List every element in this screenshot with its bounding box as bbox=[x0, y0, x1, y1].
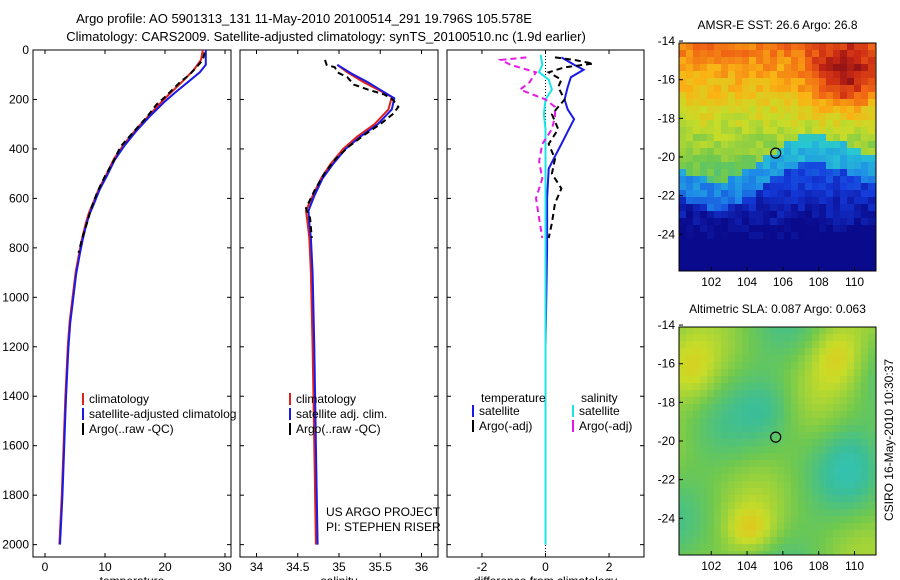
x-tick-label: 106 bbox=[773, 275, 793, 289]
series-line-black bbox=[304, 59, 400, 239]
x-axis-label: temperature bbox=[100, 574, 165, 580]
y-tick-label: -20 bbox=[658, 434, 676, 448]
x-tick-label: 106 bbox=[773, 559, 793, 573]
map-title: AMSR-E SST: 26.6 Argo: 26.8 bbox=[697, 18, 857, 32]
y-tick-label: 1200 bbox=[2, 340, 29, 354]
x-tick-label: 110 bbox=[845, 559, 864, 573]
sst-map-panel: AMSR-E SST: 26.6 Argo: 26.8 102 104 106 108 1… bbox=[658, 18, 900, 289]
x-tick-label: 0 bbox=[42, 560, 49, 574]
x-tick-label: 104 bbox=[737, 275, 757, 289]
y-tick-label: -22 bbox=[658, 473, 676, 487]
y-tick-label: -18 bbox=[658, 111, 676, 125]
sla-map-panel: Altimetric SLA: 0.087 Argo: 0.063 102 104 1… bbox=[658, 302, 900, 573]
y-tick-label: -14 bbox=[658, 34, 676, 48]
argo-float-marker bbox=[770, 147, 782, 159]
x-axis-label: salinity bbox=[321, 574, 358, 580]
legend-label: climatology bbox=[89, 392, 149, 406]
y-tick-label: 600 bbox=[9, 191, 29, 205]
x-tick-label: 30 bbox=[218, 560, 232, 574]
y-tick-label: -22 bbox=[658, 189, 676, 203]
x-tick-label: 35 bbox=[332, 560, 346, 574]
legend-label: Argo(-adj) bbox=[479, 419, 532, 433]
y-tick-label: 1400 bbox=[2, 389, 29, 403]
legend-label: Argo(..raw -QC) bbox=[296, 422, 381, 436]
legend-label: satellite bbox=[479, 404, 520, 418]
series-line-black bbox=[546, 56, 594, 239]
difference-profile-panel: -2 0 2difference from climatology temperatu… bbox=[446, 49, 645, 580]
y-tick-label: -24 bbox=[658, 511, 676, 525]
project-annotation: PI: STEPHEN RISER bbox=[326, 520, 441, 534]
map-title: Altimetric SLA: 0.087 Argo: 0.063 bbox=[689, 302, 866, 316]
y-tick-label: -20 bbox=[658, 150, 676, 164]
legend-label: satellite-adjusted climatolog bbox=[89, 407, 236, 421]
x-tick-label: 35.5 bbox=[369, 560, 393, 574]
y-tick-label: 400 bbox=[9, 142, 29, 156]
legend-label: climatology bbox=[296, 392, 356, 406]
series-line-blue bbox=[544, 56, 586, 545]
x-tick-label: 102 bbox=[701, 275, 721, 289]
map-field bbox=[679, 43, 883, 275]
legend-group-heading: salinity bbox=[581, 391, 618, 405]
x-axis-label: difference from climatology bbox=[474, 574, 617, 580]
x-tick-label: 2 bbox=[606, 560, 613, 574]
x-tick-label: 108 bbox=[809, 559, 829, 573]
salinity-profile-panel: 34 34.5 35 35.5 36 salinity climatologysatelli… bbox=[239, 49, 441, 580]
argo-float-marker bbox=[770, 431, 782, 443]
y-tick-label: 200 bbox=[9, 92, 29, 106]
y-tick-label: 1800 bbox=[2, 488, 29, 502]
map-field bbox=[679, 327, 883, 559]
figure-title-line1: Argo profile: AO 5901313_131 11-May-2010… bbox=[76, 11, 532, 26]
temperature-profile-panel: 0 10 20 30 0 200 400 600 800 1000 1200 1400 1600 1800… bbox=[2, 43, 236, 580]
figure-title-line2: Climatology: CARS2009. Satellite-adjuste… bbox=[66, 29, 586, 44]
x-tick-label: 10 bbox=[98, 560, 112, 574]
series-line-cyan bbox=[537, 54, 553, 545]
series-line-magenta bbox=[497, 56, 556, 239]
y-tick-label: 1000 bbox=[2, 290, 29, 304]
x-tick-label: 20 bbox=[158, 560, 172, 574]
x-tick-label: 110 bbox=[845, 275, 864, 289]
legend-group-heading: temperature bbox=[481, 391, 546, 405]
x-tick-label: 102 bbox=[701, 559, 721, 573]
y-tick-label: 800 bbox=[9, 241, 29, 255]
x-tick-label: 108 bbox=[809, 275, 829, 289]
y-tick-label: -16 bbox=[658, 73, 676, 87]
y-tick-label: 0 bbox=[22, 43, 29, 57]
x-tick-label: 0 bbox=[542, 560, 549, 574]
legend-label: Argo(-adj) bbox=[579, 419, 632, 433]
legend-label: Argo(..raw -QC) bbox=[89, 422, 174, 436]
y-tick-label: 2000 bbox=[2, 538, 29, 552]
y-tick-label: -14 bbox=[658, 318, 676, 332]
y-tick-label: 1600 bbox=[2, 439, 29, 453]
x-tick-label: 34 bbox=[250, 560, 264, 574]
plot-frame bbox=[239, 49, 439, 558]
y-tick-label: -16 bbox=[658, 357, 676, 371]
series-line-black bbox=[77, 52, 206, 254]
x-tick-label: -2 bbox=[477, 560, 488, 574]
x-tick-label: 36 bbox=[415, 560, 429, 574]
y-tick-label: -18 bbox=[658, 395, 676, 409]
project-annotation: US ARGO PROJECT bbox=[326, 505, 441, 519]
x-tick-label: 34.5 bbox=[286, 560, 310, 574]
legend-label: satellite bbox=[579, 404, 620, 418]
x-tick-label: 104 bbox=[737, 559, 757, 573]
series-line-blue bbox=[307, 63, 396, 545]
y-tick-label: -24 bbox=[658, 227, 676, 241]
legend-label: satellite adj. clim. bbox=[296, 407, 387, 421]
credit-label: CSIRO 16-May-2010 10:30:37 bbox=[882, 359, 896, 521]
